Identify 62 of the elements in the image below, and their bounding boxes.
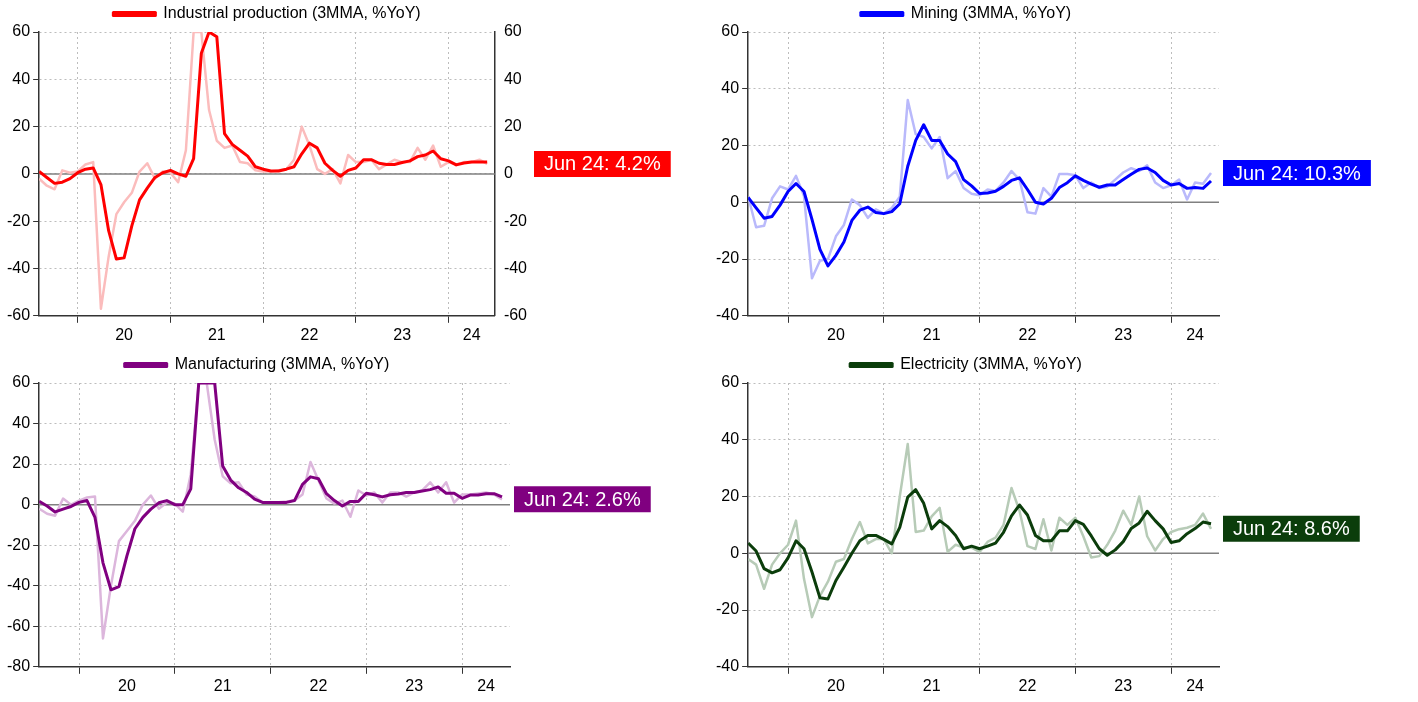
annotation: Jun 24: 10.3%: [1233, 161, 1362, 184]
y-tick-label: 60: [721, 22, 740, 40]
x-tick-label: 24: [1186, 325, 1205, 343]
y2-tick-label: -60: [503, 306, 528, 324]
x-tick-label: 24: [462, 325, 481, 343]
x-tick-label: 23: [393, 325, 412, 343]
legend-label: Industrial production (3MMA, %YoY): [163, 4, 421, 22]
y2-tick-label: -40: [503, 258, 528, 276]
x-tick-label: 23: [1114, 325, 1133, 343]
x-tick-label: 23: [1114, 676, 1133, 694]
y2-tick-label: 60: [503, 22, 522, 40]
y-tick-label: 40: [12, 69, 31, 87]
y-tick-label: 40: [721, 430, 740, 448]
annotation: Jun 24: 2.6%: [524, 487, 641, 510]
x-tick-label: 22: [1018, 676, 1037, 694]
y-tick-label: -20: [716, 249, 740, 267]
y-tick-label: -40: [7, 258, 31, 276]
legend-label: Electricity (3MMA, %YoY): [900, 355, 1082, 373]
y-tick-label: -80: [7, 657, 31, 675]
y-tick-label: 60: [12, 22, 31, 40]
y-tick-label: -60: [7, 306, 31, 324]
y2-tick-label: 40: [503, 69, 522, 87]
y-tick-label: 20: [12, 117, 31, 135]
y-tick-label: -40: [716, 306, 740, 324]
y-tick-label: 40: [12, 413, 31, 431]
y-tick-label: 0: [21, 164, 31, 182]
y-tick-label: 20: [721, 135, 740, 153]
annotation: Jun 24: 4.2%: [544, 152, 661, 175]
annotation: Jun 24: 8.6%: [1233, 517, 1350, 540]
x-tick-label: 21: [922, 676, 941, 694]
legend-label: Mining (3MMA, %YoY): [910, 4, 1072, 22]
x-tick-label: 20: [115, 325, 134, 343]
y-tick-label: 20: [12, 454, 31, 472]
y2-tick-label: 0: [503, 164, 513, 182]
x-tick-label: 22: [309, 676, 328, 694]
x-tick-label: 20: [118, 676, 136, 694]
x-tick-label: 22: [1018, 325, 1037, 343]
legend-label: Manufacturing (3MMA, %YoY): [174, 355, 390, 373]
y-tick-label: -60: [7, 616, 31, 634]
x-tick-label: 23: [405, 676, 424, 694]
y-tick-label: -40: [716, 657, 740, 675]
y-tick-label: -20: [7, 535, 31, 553]
y2-tick-label: -20: [503, 211, 528, 229]
x-tick-label: 20: [827, 676, 845, 694]
y-tick-label: -20: [7, 211, 31, 229]
y-tick-label: -20: [716, 600, 740, 618]
x-tick-label: 24: [1186, 676, 1205, 694]
x-tick-label: 21: [922, 325, 941, 343]
x-tick-label: 21: [207, 325, 226, 343]
x-tick-label: 20: [827, 325, 845, 343]
y-tick-label: 40: [721, 79, 740, 97]
y-tick-label: -40: [7, 576, 31, 594]
y-tick-label: 60: [12, 373, 31, 391]
y-tick-label: 20: [721, 486, 740, 504]
y-tick-label: 0: [21, 495, 31, 513]
x-tick-label: 24: [477, 676, 496, 694]
y-tick-label: 0: [730, 543, 740, 561]
y-tick-label: 0: [730, 192, 740, 210]
y2-tick-label: 20: [503, 117, 522, 135]
x-tick-label: 21: [213, 676, 232, 694]
y-tick-label: 60: [721, 373, 740, 391]
x-tick-label: 22: [300, 325, 319, 343]
